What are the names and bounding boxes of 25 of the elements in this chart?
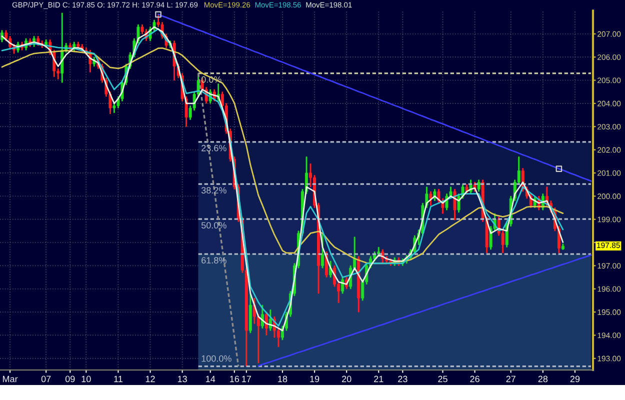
x-tick-label: 07 — [41, 376, 51, 382]
x-tick-label: Mar — [2, 376, 18, 382]
x-tick-label: 27 — [506, 376, 516, 382]
x-tick-label: 25 — [438, 376, 448, 382]
x-tick-label: 19 — [310, 376, 320, 382]
x-tick-label: 17 — [242, 376, 251, 382]
x-tick-label: 29 — [570, 376, 580, 382]
x-tick-label: 11 — [114, 376, 122, 382]
x-tick-label: 16 — [230, 376, 240, 382]
x-tick-label: 20 — [342, 376, 352, 382]
x-tick-label: 13 — [178, 376, 187, 382]
x-tick-label: 28 — [538, 376, 548, 382]
x-tick-label: 09 — [65, 376, 75, 382]
x-tick-label: 18 — [278, 376, 288, 382]
x-tick-label: 12 — [146, 376, 155, 382]
x-tick-label: 14 — [206, 376, 216, 382]
x-tick-label: 23 — [398, 376, 408, 382]
series-label: 100.0% — [202, 355, 232, 362]
series-label: 38.2% — [201, 187, 226, 194]
series-label: 61.8% — [202, 257, 226, 264]
x-tick-label: 26 — [470, 376, 480, 382]
x-tick-label: 21 — [374, 376, 384, 382]
x-tick-label: 10 — [82, 376, 91, 382]
series-label: 50.0% — [201, 222, 226, 229]
series-label: 23.6% — [202, 144, 226, 152]
